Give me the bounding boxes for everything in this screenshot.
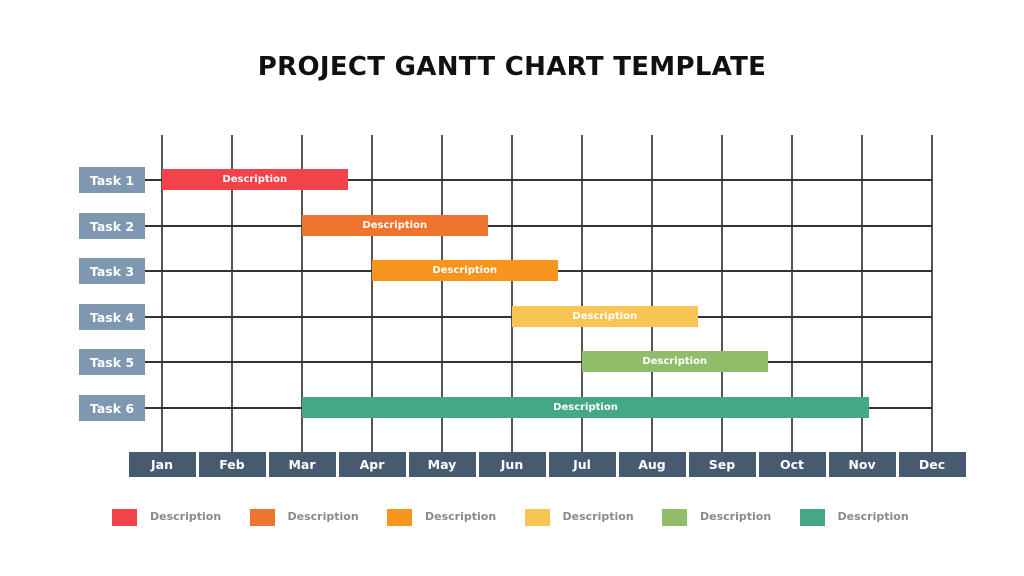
grid-line-horizontal: [145, 225, 932, 227]
month-label: Mar: [268, 452, 336, 477]
gantt-bar: Description: [372, 260, 558, 281]
task-label: Task 1: [79, 167, 145, 193]
month-label: Aug: [618, 452, 686, 477]
month-label: May: [408, 452, 476, 477]
month-label: Apr: [338, 452, 406, 477]
grid-line-vertical: [301, 135, 303, 452]
legend-label: Description: [700, 510, 772, 523]
grid-line-vertical: [511, 135, 513, 452]
legend-swatch: [524, 509, 550, 526]
grid-line-vertical: [861, 135, 863, 452]
month-label: Jun: [478, 452, 546, 477]
legend-swatch: [387, 509, 412, 526]
month-label: Jul: [548, 452, 616, 477]
grid-line-vertical: [441, 135, 443, 452]
grid-line-vertical: [371, 135, 373, 452]
task-label: Task 3: [79, 258, 145, 284]
month-label: Feb: [198, 452, 266, 477]
grid-line-vertical: [791, 135, 793, 452]
gantt-bar: Description: [582, 351, 768, 372]
legend-label: Description: [562, 510, 634, 523]
grid-line-vertical: [581, 135, 583, 452]
grid-line-vertical: [231, 135, 233, 452]
chart-title: PROJECT GANTT CHART TEMPLATE: [257, 52, 767, 82]
legend-swatch: [662, 509, 687, 526]
legend-label: Description: [425, 510, 497, 523]
legend-label: Description: [287, 510, 359, 523]
gantt-bar: Description: [302, 215, 488, 236]
legend-label: Description: [150, 510, 222, 523]
legend-swatch: [112, 509, 137, 526]
legend-label: Description: [837, 510, 909, 523]
task-label: Task 2: [79, 213, 145, 239]
task-label: Task 5: [79, 349, 145, 375]
grid-line-horizontal: [145, 179, 932, 181]
month-label: Sep: [688, 452, 756, 477]
gantt-bar: Description: [302, 397, 869, 418]
month-label: Oct: [758, 452, 826, 477]
month-label: Dec: [898, 452, 966, 477]
grid-line-vertical: [161, 135, 163, 452]
grid-line-horizontal: [145, 361, 932, 363]
task-label: Task 4: [79, 304, 145, 330]
legend-swatch: [799, 509, 825, 526]
grid-line-vertical: [651, 135, 653, 452]
month-label: Jan: [128, 452, 196, 477]
task-label: Task 6: [79, 395, 145, 421]
gantt-bar: Description: [162, 169, 348, 190]
gantt-bar: Description: [512, 306, 698, 327]
month-label: Nov: [828, 452, 896, 477]
legend-swatch: [249, 509, 275, 526]
grid-line-vertical: [931, 135, 933, 452]
grid-line-vertical: [721, 135, 723, 452]
